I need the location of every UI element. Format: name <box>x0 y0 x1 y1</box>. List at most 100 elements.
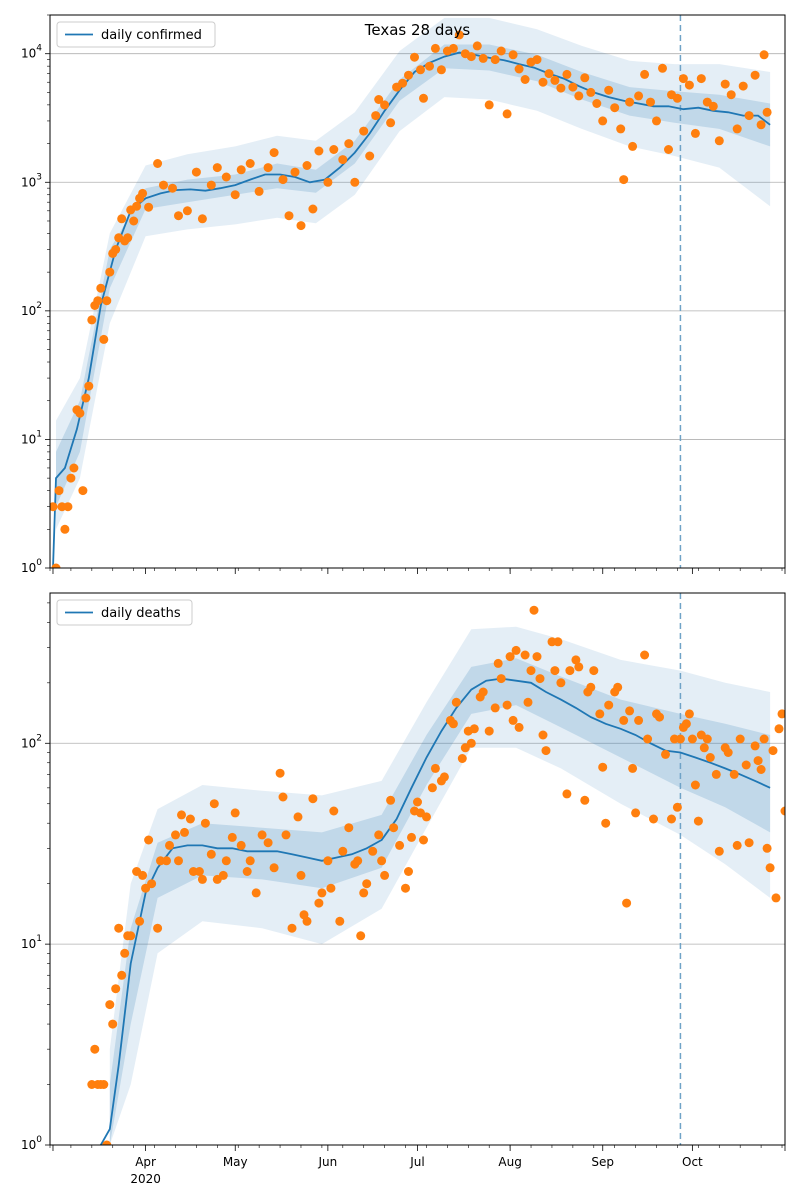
data-point <box>147 879 157 889</box>
data-point <box>439 772 449 782</box>
data-point <box>759 734 769 744</box>
y-tick-label: 100 <box>21 1135 42 1152</box>
data-point <box>236 840 246 850</box>
data-point <box>371 111 381 121</box>
data-point <box>532 652 542 662</box>
data-point <box>105 1000 115 1010</box>
data-point <box>720 79 730 89</box>
data-point <box>502 700 512 710</box>
data-point <box>257 830 267 840</box>
data-point <box>404 70 413 80</box>
data-point <box>484 726 494 736</box>
y-tick-label: 100 <box>21 558 42 575</box>
data-point <box>553 637 563 647</box>
data-point <box>329 145 339 154</box>
data-point <box>466 738 476 748</box>
data-point <box>690 128 700 138</box>
y-tick-exponent: 3 <box>36 172 42 182</box>
x-tick-label: Apr <box>135 1155 156 1169</box>
data-point <box>111 984 121 994</box>
data-point <box>756 120 766 130</box>
data-point <box>508 715 518 725</box>
y-tick-base: 10 <box>21 1138 36 1152</box>
data-point <box>230 190 240 200</box>
data-point <box>628 763 638 773</box>
y-tick-label: 102 <box>21 733 42 750</box>
data-point <box>493 658 503 668</box>
y-tick-base: 10 <box>21 432 36 446</box>
data-point <box>386 795 396 805</box>
data-point <box>556 678 566 688</box>
data-point <box>532 55 542 65</box>
x-tick-label: Aug <box>498 1155 521 1169</box>
data-point <box>308 794 318 804</box>
data-point <box>508 50 518 60</box>
data-point <box>168 183 177 193</box>
data-point <box>520 75 530 84</box>
data-point <box>562 69 572 79</box>
data-point <box>407 832 416 842</box>
data-point <box>120 948 130 958</box>
data-point <box>610 103 620 113</box>
data-point <box>741 760 751 770</box>
data-point <box>556 83 566 93</box>
confidence-band-outer <box>109 626 771 1145</box>
data-point <box>326 883 336 893</box>
data-point <box>759 50 769 60</box>
data-point <box>404 867 413 876</box>
data-point <box>60 524 70 534</box>
data-point <box>296 221 306 231</box>
data-point <box>684 80 694 90</box>
data-point <box>696 74 706 84</box>
data-point <box>526 666 536 676</box>
data-point <box>398 78 408 88</box>
data-point <box>87 315 97 325</box>
data-point <box>502 109 512 119</box>
data-point <box>514 722 524 732</box>
data-point <box>684 709 694 719</box>
data-point <box>117 214 127 224</box>
data-point <box>144 835 154 845</box>
data-point <box>380 870 390 880</box>
y-tick-base: 10 <box>21 175 36 189</box>
data-point <box>622 898 632 908</box>
data-point <box>586 682 596 692</box>
data-point <box>90 1044 100 1054</box>
legend-label: daily confirmed <box>101 28 202 43</box>
data-point <box>664 145 673 154</box>
data-point <box>296 870 306 880</box>
data-point <box>194 867 204 876</box>
data-point <box>323 177 333 187</box>
data-point <box>108 1019 118 1029</box>
data-point <box>191 167 201 177</box>
data-point <box>227 832 237 842</box>
data-point <box>430 763 440 773</box>
data-point <box>535 674 545 684</box>
data-point <box>323 856 333 866</box>
data-point <box>571 655 581 665</box>
confidence-band-inner <box>109 658 771 1145</box>
data-point <box>185 814 195 824</box>
data-point <box>538 77 548 87</box>
data-point <box>667 814 676 824</box>
data-point <box>242 867 252 876</box>
data-point <box>302 161 312 170</box>
data-point <box>290 167 300 177</box>
data-point <box>711 769 721 779</box>
series-line-daily-deaths <box>100 677 771 1145</box>
data-point <box>126 931 136 941</box>
y-tick-label: 101 <box>21 429 42 446</box>
data-point <box>221 856 231 866</box>
data-point <box>410 52 419 62</box>
data-point <box>478 53 488 63</box>
data-point <box>681 719 691 729</box>
data-point <box>314 898 324 908</box>
data-point <box>708 101 718 111</box>
data-point <box>200 818 210 828</box>
data-point <box>735 734 745 744</box>
data-point <box>448 43 458 53</box>
data-point <box>448 719 458 729</box>
data-point <box>114 923 124 933</box>
